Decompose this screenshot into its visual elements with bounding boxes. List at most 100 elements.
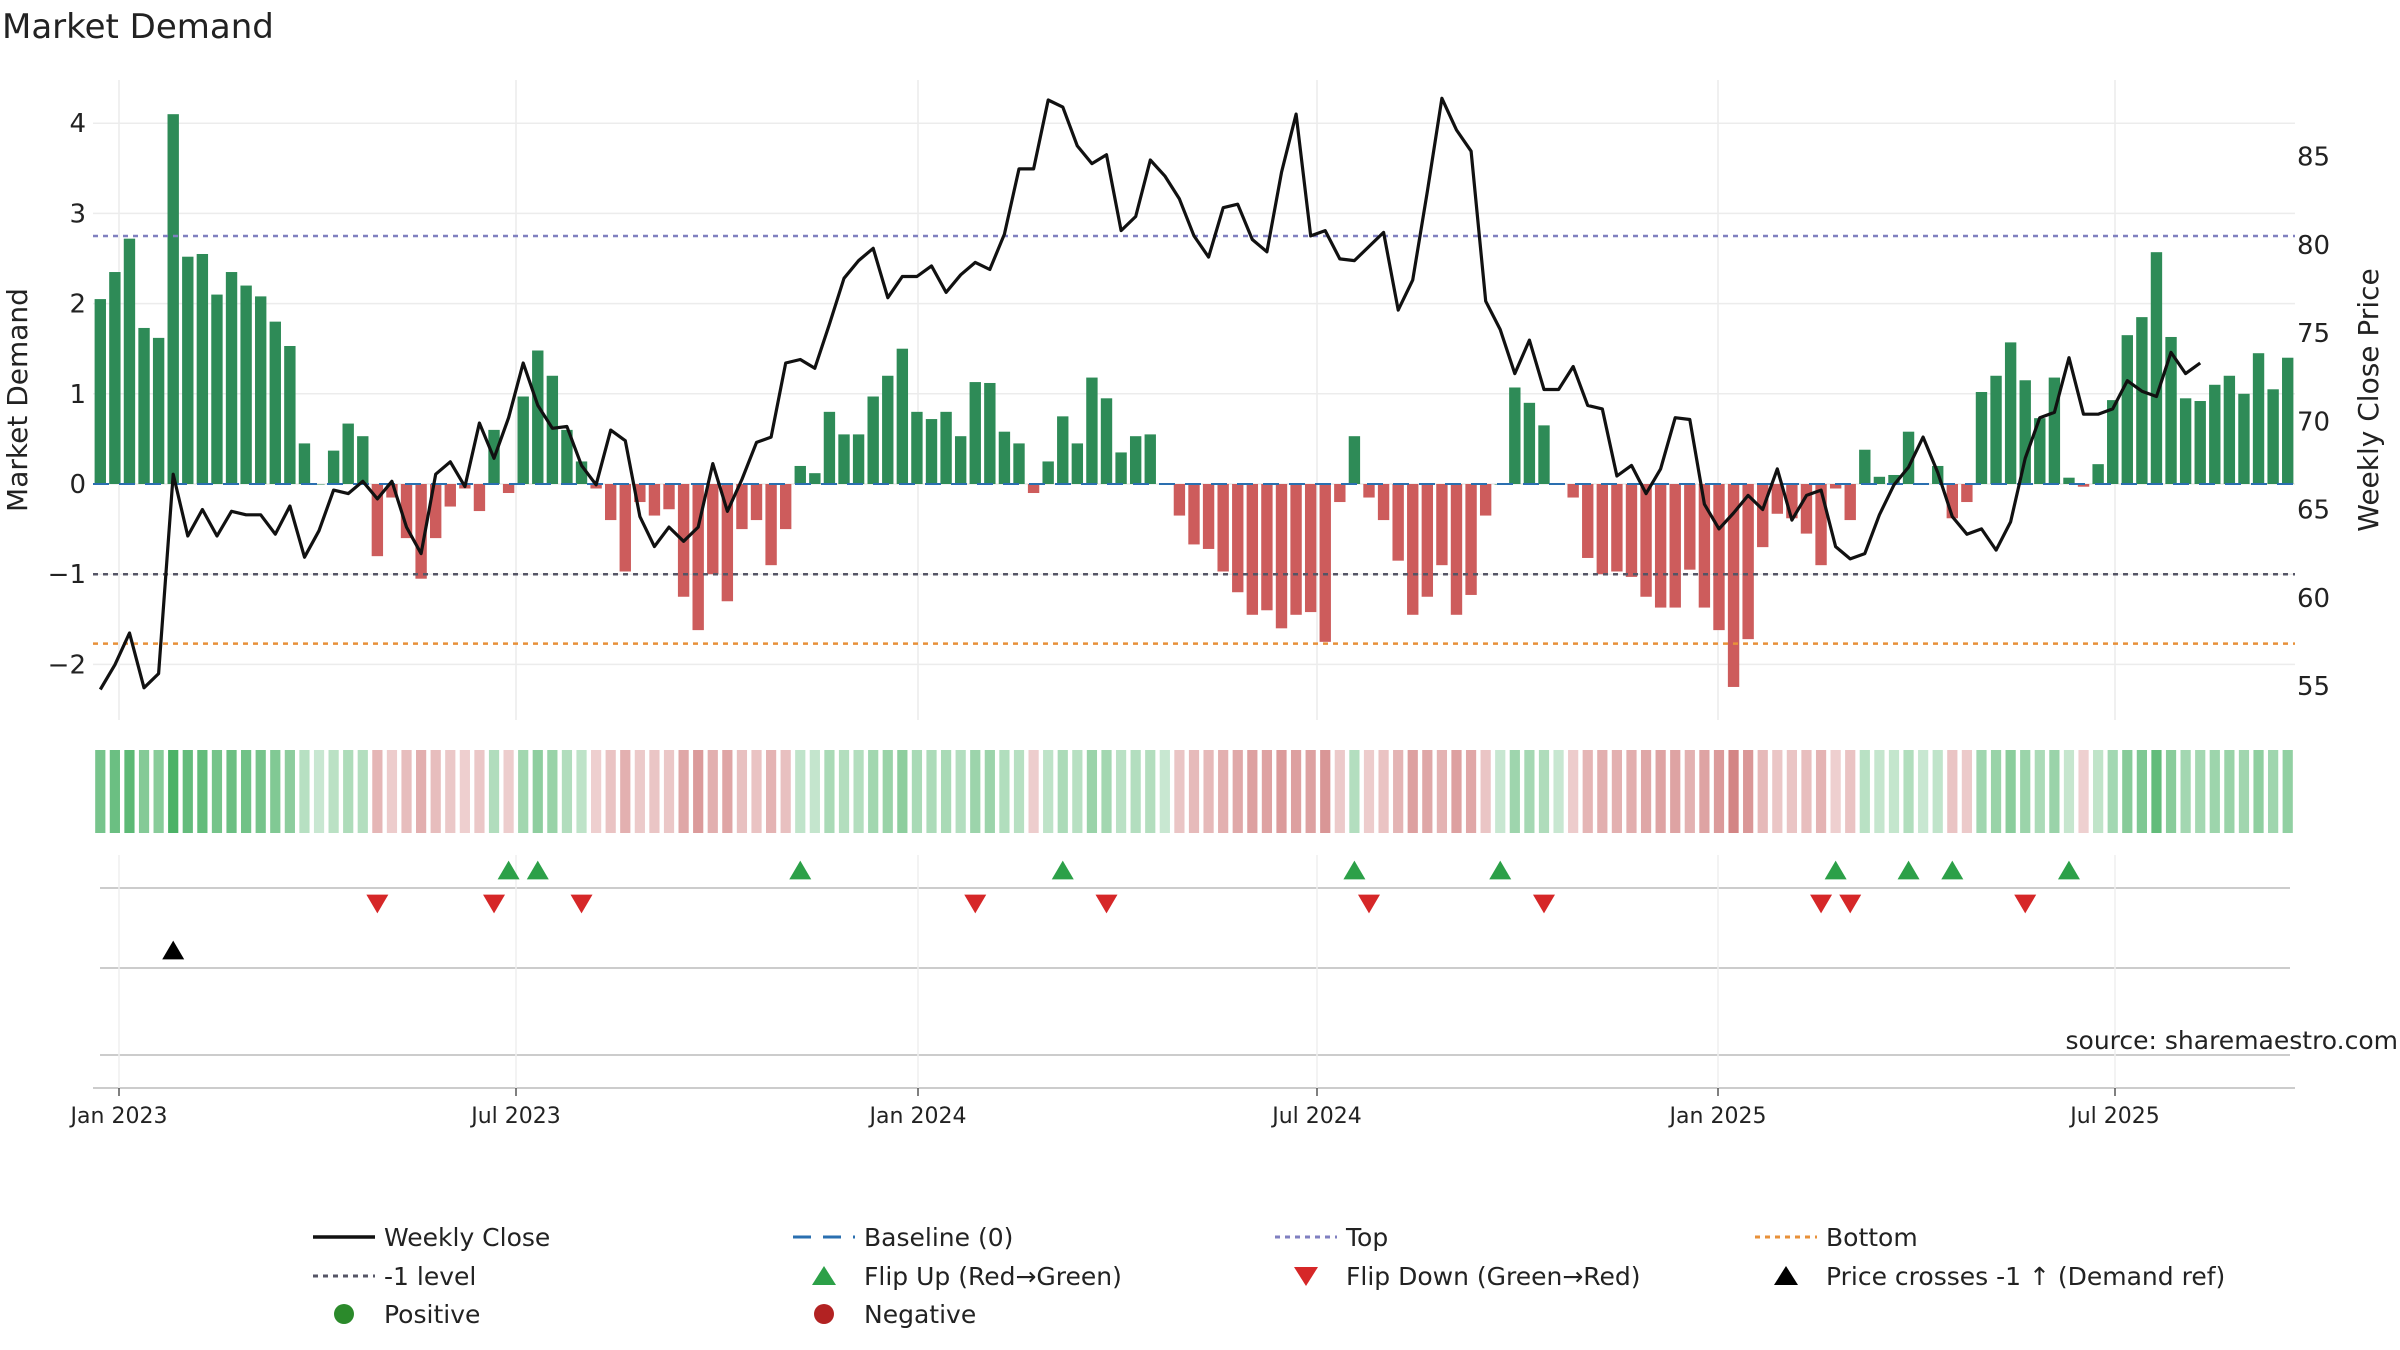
demand-bar [109,272,121,484]
heat-cell [1670,750,1681,833]
demand-bar [1144,434,1156,484]
demand-bar [809,473,821,484]
demand-bar [634,484,646,503]
heat-cell [2209,750,2220,833]
demand-bar [1727,484,1740,687]
demand-bar [502,484,515,494]
demand-bar [1596,484,1609,575]
flip-down-marker [570,894,593,914]
demand-bar [2092,464,2104,484]
demand-bar [2179,398,2192,484]
demand-bar [1202,484,1215,549]
heat-cell [693,750,704,833]
heat-cell [1407,750,1418,833]
heat-cell [1655,750,1666,833]
demand-bar [663,484,675,510]
demand-bar [2209,384,2221,484]
heat-cell [1363,750,1375,833]
demand-bar [1421,484,1434,597]
demand-bar [1188,484,1200,545]
right-y-tick-label: 80 [2297,231,2330,261]
legend-swatch [1294,1267,1318,1286]
demand-bar [984,382,996,484]
heat-cell [561,750,573,833]
demand-bar [1115,452,1127,484]
flip-down-marker [1357,894,1380,914]
legend-label: Baseline (0) [864,1223,1013,1252]
left-y-tick-label: 3 [69,199,86,229]
demand-bar [2223,375,2236,484]
demand-bar [415,484,427,579]
heat-cell [1334,750,1345,833]
heat-cell [1495,750,1506,833]
weekly-close-polyline [98,96,2202,691]
heat-cell [153,750,164,833]
demand-bar [736,484,748,530]
heat-cell [605,750,616,833]
heat-cell [1509,750,1520,833]
x-tick-label: Jul 2025 [2068,1104,2160,1129]
demand-bar [517,396,529,484]
heat-cell [1568,750,1579,833]
demand-bar [357,436,369,484]
demand-bar [342,423,354,484]
demand-bar [1859,449,1871,484]
heat-cell [2195,750,2206,833]
demand-bar [532,350,544,484]
heat-cell [1961,750,1972,833]
heat-cell [1451,750,1462,833]
heat-cell [328,750,339,833]
demand-bar [1713,484,1725,631]
demand-bar [1640,484,1652,597]
demand-bar [196,253,209,484]
right-y-axis: 85 80 75 70 65 60 55 [2297,143,2330,703]
heat-cell [911,750,923,833]
demand-bar [2150,252,2163,484]
heat-cell [765,750,777,833]
demand-bar [255,296,267,484]
demand-bar [1217,484,1229,572]
demand-bar [2048,377,2061,484]
demand-bar [473,484,486,512]
heat-cell [1145,750,1156,833]
demand-bar [2194,401,2206,484]
heat-cell [809,750,820,833]
heat-cell [1874,750,1885,833]
demand-bar [1523,402,1536,484]
heat-cell [2078,750,2089,833]
demand-bar [750,484,763,521]
demand-bar [648,484,661,516]
flip-down-marker [2014,894,2037,914]
demand-bar [1873,476,1886,484]
heat-cell [1859,750,1870,833]
heat-cell [1684,750,1695,833]
demand-bar [1538,425,1550,484]
heat-cell [488,750,500,833]
heat-cell [547,750,558,833]
heat-cell [2107,750,2118,833]
heat-cell [940,750,952,833]
heat-cell [1932,750,1943,833]
heat-cell [1465,750,1477,833]
demand-bar [182,256,194,484]
demand-bar [1990,375,2002,484]
heat-cell [1130,750,1141,833]
demand-bar [1654,484,1667,608]
flip-up-marker [789,860,812,880]
heat-cell [1640,750,1652,833]
weekly-close-line [98,96,2202,691]
demand-bar [225,272,238,484]
right-y-tick-label: 60 [2297,584,2330,614]
demand-heat-strip [95,750,2293,833]
heat-cell [109,750,120,833]
heat-cell [1174,750,1185,833]
heat-cell [1815,750,1827,833]
demand-bar [2238,393,2250,484]
legend-item: Positive [334,1300,480,1329]
heat-cell [707,750,718,833]
demand-bar [211,294,223,484]
demand-bar [94,299,106,484]
heat-cell [2268,750,2279,833]
demand-bar [1071,443,1084,484]
demand-bar [327,450,340,484]
